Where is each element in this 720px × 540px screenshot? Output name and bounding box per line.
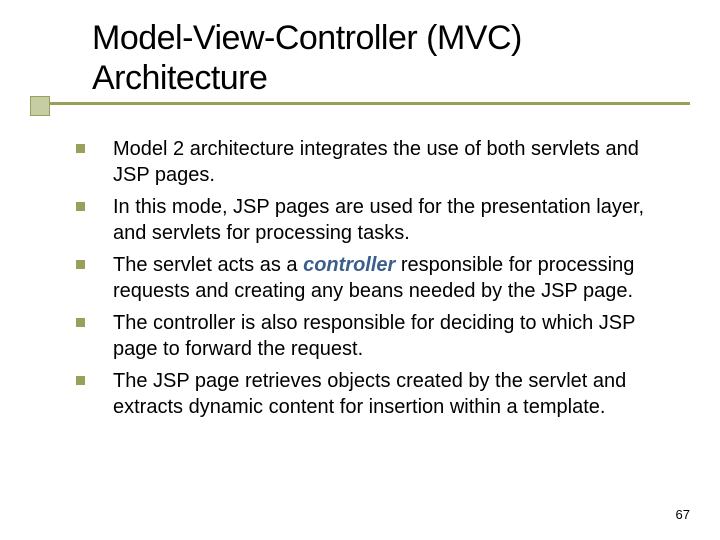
bullet-icon [76, 202, 85, 211]
underline-square-icon [30, 96, 50, 116]
title-underline [30, 102, 690, 116]
list-item: The servlet acts as a controller respons… [60, 252, 670, 304]
list-item: Model 2 architecture integrates the use … [60, 136, 670, 188]
list-item: The controller is also responsible for d… [60, 310, 670, 362]
underline-bar [30, 102, 690, 105]
bullet-text: The servlet acts as a controller respons… [113, 252, 670, 304]
list-item: The JSP page retrieves objects created b… [60, 368, 670, 420]
bullet-text: Model 2 architecture integrates the use … [113, 136, 670, 188]
bullet-text: The controller is also responsible for d… [113, 310, 670, 362]
bullet-icon [76, 318, 85, 327]
bullet-pre: In this mode, JSP pages are used for the… [113, 196, 644, 244]
list-item: In this mode, JSP pages are used for the… [60, 194, 670, 246]
page-number: 67 [676, 507, 690, 522]
bullet-icon [76, 260, 85, 269]
title-block: Model-View-Controller (MVC) Architecture [92, 18, 680, 116]
bullet-icon [76, 144, 85, 153]
bullet-pre: The JSP page retrieves objects created b… [113, 370, 626, 418]
bullet-em: controller [303, 254, 395, 276]
content-area: Model 2 architecture integrates the use … [60, 136, 670, 420]
bullet-text: In this mode, JSP pages are used for the… [113, 194, 670, 246]
bullet-icon [76, 376, 85, 385]
bullet-pre: Model 2 architecture integrates the use … [113, 138, 639, 186]
slide-container: Model-View-Controller (MVC) Architecture… [0, 0, 720, 540]
bullet-pre: The controller is also responsible for d… [113, 312, 635, 360]
bullet-pre: The servlet acts as a [113, 254, 303, 276]
slide-title: Model-View-Controller (MVC) Architecture [92, 18, 680, 98]
bullet-text: The JSP page retrieves objects created b… [113, 368, 670, 420]
